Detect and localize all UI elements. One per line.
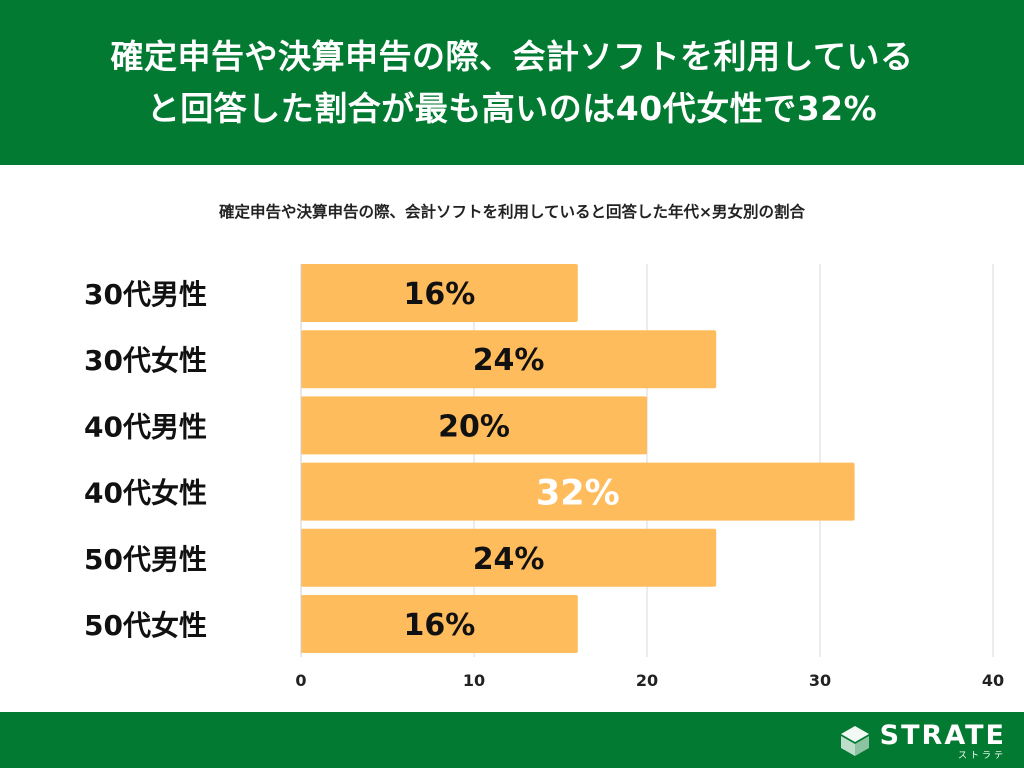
category-label: 50代男性 <box>84 543 207 576</box>
bar-chart: 30代男性 16% 30代女性 24% 40代男性 20% 40代女性 32% 50代男性 24%… <box>84 264 1004 690</box>
data-label: 16% <box>403 277 475 312</box>
data-label: 32% <box>536 474 620 514</box>
category-label: 40代男性 <box>84 410 207 443</box>
category-label: 40代女性 <box>84 477 207 510</box>
logo-subtext: ストラテ <box>957 750 1006 761</box>
category-label: 30代女性 <box>84 344 207 377</box>
category-label: 50代女性 <box>84 609 207 642</box>
chart-title: 確定申告や決算申告の際、会計ソフトを利用していると回答した年代×男女別の割合 <box>218 203 806 221</box>
bar <box>301 462 855 521</box>
footer-banner: STRATE ストラテ <box>0 712 1024 768</box>
headline-line-1: 確定申告や決算申告の際、会計ソフトを利用している <box>110 36 914 76</box>
data-label: 24% <box>473 542 545 577</box>
tick-label: 10 <box>463 671 485 690</box>
strate-logo-icon <box>840 726 869 756</box>
bar <box>301 264 578 322</box>
bar <box>301 396 647 455</box>
tick-label: 40 <box>982 671 1004 690</box>
bar <box>301 528 717 587</box>
tick-label: 0 <box>295 671 306 690</box>
tick-label: 20 <box>636 671 658 690</box>
bar <box>301 330 717 389</box>
header-banner: 確定申告や決算申告の際、会計ソフトを利用している と回答した割合が最も高いのは4… <box>0 0 1024 165</box>
headline-line-2: と回答した割合が最も高いのは40代女性で32% <box>146 88 878 128</box>
logo-wordmark: STRATE <box>879 719 1006 751</box>
data-label: 20% <box>438 409 510 444</box>
data-label: 16% <box>403 608 475 643</box>
data-label: 24% <box>473 343 545 378</box>
tick-label: 30 <box>809 671 831 690</box>
category-label: 30代男性 <box>84 278 207 311</box>
bar <box>301 595 578 653</box>
strate-logo: STRATE ストラテ <box>838 720 1006 762</box>
